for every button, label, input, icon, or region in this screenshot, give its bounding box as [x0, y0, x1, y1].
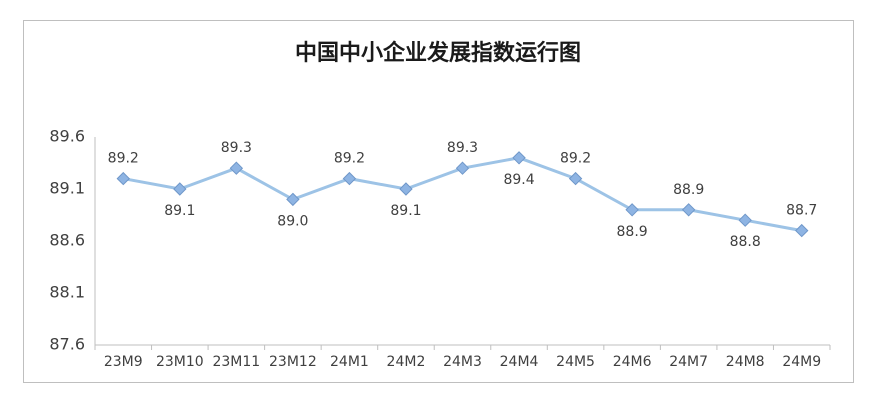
data-point [173, 182, 187, 196]
x-tick-label: 24M5 [556, 354, 595, 370]
chart-frame [23, 20, 854, 383]
y-tick-label: 89.1 [49, 179, 85, 198]
chart-title: 中国中小企业发展指数运行图 [295, 40, 581, 66]
data-point [738, 213, 752, 227]
data-label: 89.0 [277, 213, 308, 229]
data-point [229, 161, 244, 175]
data-label: 89.2 [334, 151, 365, 167]
data-label: 89.3 [221, 140, 252, 156]
data-point [568, 171, 583, 186]
data-point [625, 203, 639, 217]
data-label: 88.9 [673, 182, 704, 198]
data-label: 88.8 [730, 234, 761, 250]
x-tick-label: 24M8 [726, 354, 765, 370]
data-label: 88.7 [786, 203, 817, 219]
data-label: 89.3 [447, 140, 478, 156]
y-tick-label: 89.6 [49, 127, 85, 146]
x-tick-label: 24M3 [443, 354, 482, 370]
x-tick-label: 24M9 [782, 354, 821, 370]
x-tick-label: 23M9 [104, 354, 143, 370]
data-point [512, 151, 526, 165]
x-tick-label: 24M2 [387, 354, 426, 370]
x-tick-label: 24M4 [500, 354, 539, 370]
x-tick-label: 24M7 [669, 354, 708, 370]
data-point [455, 161, 470, 175]
y-tick-label: 88.1 [49, 283, 85, 302]
x-tick-label: 24M1 [330, 354, 369, 370]
data-label: 89.1 [164, 203, 195, 219]
y-tick-label: 88.6 [49, 231, 85, 250]
data-label: 89.1 [390, 203, 421, 219]
data-label: 88.9 [617, 224, 648, 240]
data-label: 89.2 [108, 151, 139, 167]
data-point [795, 223, 809, 238]
data-point [286, 192, 300, 207]
data-label: 89.2 [560, 151, 591, 167]
x-tick-label: 23M12 [269, 354, 317, 370]
data-label: 89.4 [503, 172, 534, 188]
data-point [681, 203, 696, 217]
data-point [116, 171, 130, 186]
data-point [342, 171, 357, 186]
y-tick-label: 87.6 [49, 335, 85, 354]
x-tick-label: 24M6 [613, 354, 652, 370]
data-point [399, 182, 413, 196]
x-tick-label: 23M11 [212, 354, 260, 370]
x-tick-label: 23M10 [156, 354, 204, 370]
